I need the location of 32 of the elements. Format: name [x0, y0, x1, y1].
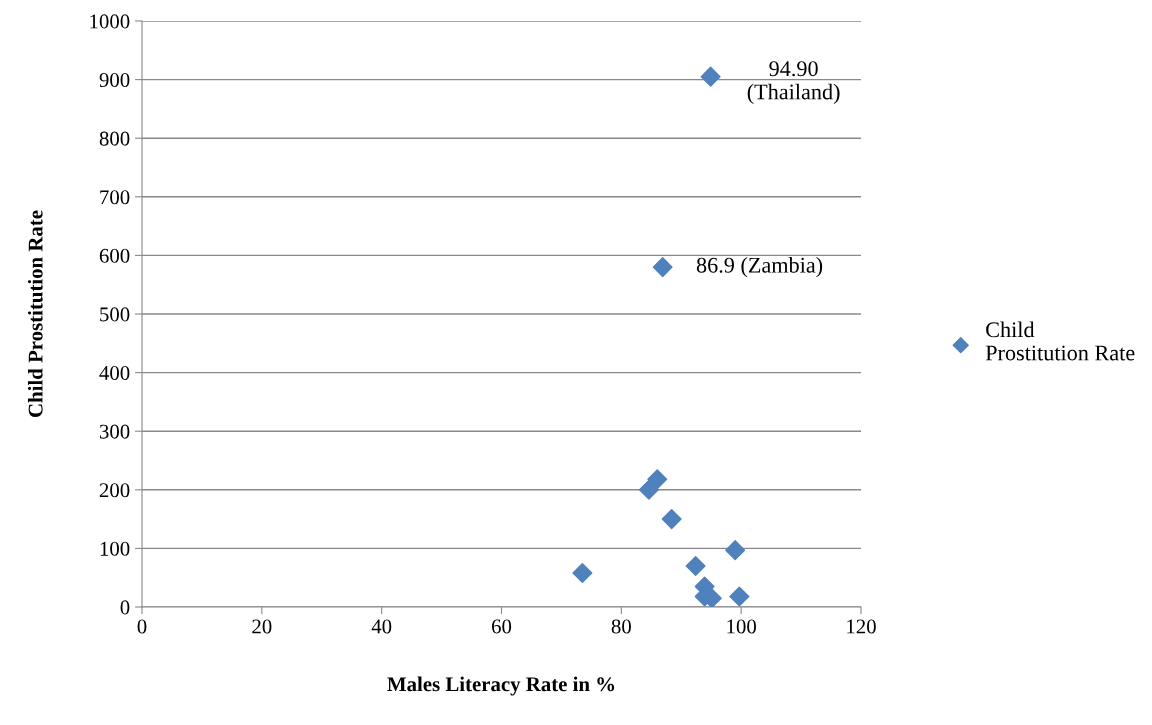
point: [647, 469, 668, 490]
y-tick-label: 400: [99, 365, 130, 381]
y-tick-label: 100: [100, 541, 130, 556]
y-tick-label: 900: [99, 72, 130, 88]
x-tick-label: 20: [252, 619, 272, 634]
y-tick-label: 200: [99, 483, 130, 498]
annotation: 94.90 (Thailand): [747, 61, 840, 104]
x-axis-title: Males Literacy Rate in %: [387, 676, 615, 696]
y-tick-label: 1000: [90, 14, 130, 29]
y-tick-label: 700: [100, 190, 130, 205]
y-tick-label: 0: [120, 600, 130, 615]
point: [572, 563, 593, 584]
point: [652, 257, 673, 278]
x-tick-label: 120: [847, 619, 876, 634]
x-tick-label: 100: [727, 619, 756, 634]
legend-label: Child Prostitution Rate: [985, 321, 1135, 361]
y-tick-label: 800: [99, 131, 130, 146]
y-tick-label: 500: [100, 307, 130, 322]
point: [638, 479, 659, 500]
x-tick-label: 80: [611, 619, 631, 634]
point: [725, 540, 746, 561]
x-tick-label: 60: [491, 619, 512, 634]
point: [729, 586, 750, 607]
point: [700, 66, 721, 87]
x-tick-label: 40: [371, 619, 392, 634]
annotation: 86.9 (Zambia): [696, 257, 823, 278]
point: [685, 555, 706, 576]
point: [661, 509, 682, 530]
y-axis-title: Child Prostitution Rate: [27, 210, 43, 417]
y-tick-label: 300: [99, 424, 130, 439]
y-tick-label: 600: [99, 248, 130, 263]
x-tick-label: 0: [137, 619, 147, 634]
